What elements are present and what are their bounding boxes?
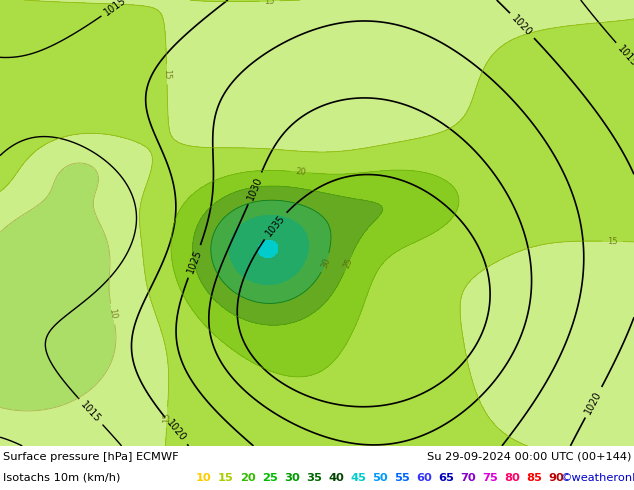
Text: Isotachs 10m (km/h): Isotachs 10m (km/h) xyxy=(3,473,124,483)
Text: 1015: 1015 xyxy=(616,43,634,68)
Text: 55: 55 xyxy=(394,473,410,483)
Text: 40: 40 xyxy=(328,473,344,483)
Text: 15: 15 xyxy=(162,412,172,423)
Text: 30: 30 xyxy=(284,473,300,483)
Text: 85: 85 xyxy=(526,473,542,483)
Text: 65: 65 xyxy=(438,473,454,483)
Text: 60: 60 xyxy=(416,473,432,483)
Text: 15: 15 xyxy=(607,237,618,246)
Text: 25: 25 xyxy=(262,473,278,483)
Text: Su 29-09-2024 00:00 UTC (00+144): Su 29-09-2024 00:00 UTC (00+144) xyxy=(427,452,631,462)
Text: 35: 35 xyxy=(306,473,322,483)
Text: 20: 20 xyxy=(240,473,256,483)
Text: 20: 20 xyxy=(295,167,307,177)
Text: 70: 70 xyxy=(460,473,476,483)
Text: 90: 90 xyxy=(548,473,564,483)
Text: 10: 10 xyxy=(107,308,119,320)
Text: 45: 45 xyxy=(350,473,366,483)
Text: 1015: 1015 xyxy=(79,399,103,424)
Text: 75: 75 xyxy=(482,473,498,483)
Text: Surface pressure [hPa] ECMWF: Surface pressure [hPa] ECMWF xyxy=(3,452,179,462)
Text: 80: 80 xyxy=(504,473,520,483)
Text: 1025: 1025 xyxy=(185,248,204,275)
Text: 25: 25 xyxy=(342,256,354,270)
Text: 1020: 1020 xyxy=(583,389,604,416)
Text: 15: 15 xyxy=(264,0,275,6)
Text: 15: 15 xyxy=(162,69,171,80)
Text: 1020: 1020 xyxy=(164,418,188,443)
Text: 10: 10 xyxy=(196,473,212,483)
Text: 1030: 1030 xyxy=(245,175,264,201)
Text: ©weatheronline.co.uk: ©weatheronline.co.uk xyxy=(560,473,634,483)
Text: 30: 30 xyxy=(320,256,332,270)
Text: 50: 50 xyxy=(372,473,388,483)
Text: 1035: 1035 xyxy=(263,213,287,238)
Text: 15: 15 xyxy=(218,473,234,483)
Text: 1020: 1020 xyxy=(510,13,534,38)
Text: 1015: 1015 xyxy=(103,0,129,17)
